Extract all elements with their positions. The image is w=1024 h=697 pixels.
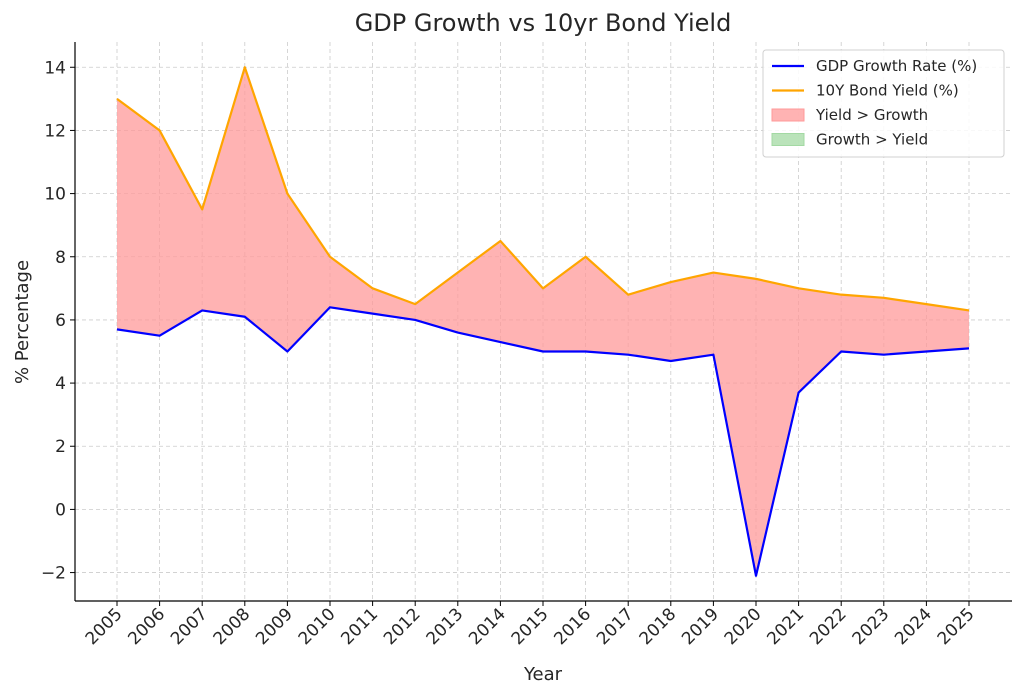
x-tick-label: 2016 — [550, 604, 595, 649]
x-tick-label: 2021 — [763, 604, 808, 649]
x-tick-label: 2006 — [124, 604, 169, 649]
x-tick-label: 2011 — [337, 604, 382, 649]
legend-box — [762, 49, 1005, 158]
y-axis-label: % Percentage — [12, 260, 33, 384]
x-tick-label: 2019 — [678, 604, 723, 649]
x-axis-label: Year — [523, 664, 563, 685]
y-tick-label: −2 — [41, 564, 66, 584]
x-tick-label: 2025 — [934, 604, 979, 649]
y-tick-label: 10 — [44, 185, 66, 205]
x-tick-label: 2014 — [465, 604, 510, 649]
legend-growth-above-yield-label: Growth > Yield — [816, 131, 928, 149]
y-tick-label: 0 — [55, 500, 66, 520]
x-tick-label: 2022 — [806, 604, 851, 649]
x-tick-label: 2007 — [167, 604, 212, 649]
x-tick-label: 2024 — [891, 604, 936, 649]
x-tick-label: 2005 — [82, 604, 127, 649]
x-tick-label: 2009 — [252, 604, 297, 649]
legend-yield-above-growth-swatch — [771, 108, 805, 122]
y-tick-label: 6 — [55, 311, 66, 331]
fill-area-layer — [117, 67, 969, 576]
x-tick-label: 2010 — [295, 604, 340, 649]
y-tick-label: 4 — [55, 374, 66, 394]
axes — [70, 42, 1012, 606]
y-tick-label: 12 — [44, 121, 66, 141]
legend-bond-yield-label: 10Y Bond Yield (%) — [816, 82, 959, 100]
x-tick-label: 2020 — [721, 604, 766, 649]
x-tick-label: 2018 — [636, 604, 681, 649]
x-tick-label: 2012 — [380, 604, 425, 649]
x-tick-label: 2023 — [849, 604, 894, 649]
x-tick-label: 2008 — [210, 604, 255, 649]
y-tick-label: 8 — [55, 248, 66, 268]
legend: GDP Growth Rate (%) 10Y Bond Yield (%) Yie… — [762, 49, 1005, 158]
y-tick-label: 2 — [55, 437, 66, 457]
legend-growth-above-yield-swatch — [771, 133, 805, 146]
legend-gdp-growth-label: GDP Growth Rate (%) — [816, 57, 977, 75]
fill-yield-above-growth — [117, 67, 969, 576]
x-tick-label: 2013 — [423, 604, 468, 649]
chart-title: GDP Growth vs 10yr Bond Yield — [355, 9, 732, 37]
legend-yield-above-growth-label: Yield > Growth — [815, 106, 928, 124]
x-tick-label: 2015 — [508, 604, 553, 649]
x-tick-label: 2017 — [593, 604, 638, 649]
y-tick-label: 14 — [44, 58, 66, 78]
series-lines — [116, 66, 970, 577]
